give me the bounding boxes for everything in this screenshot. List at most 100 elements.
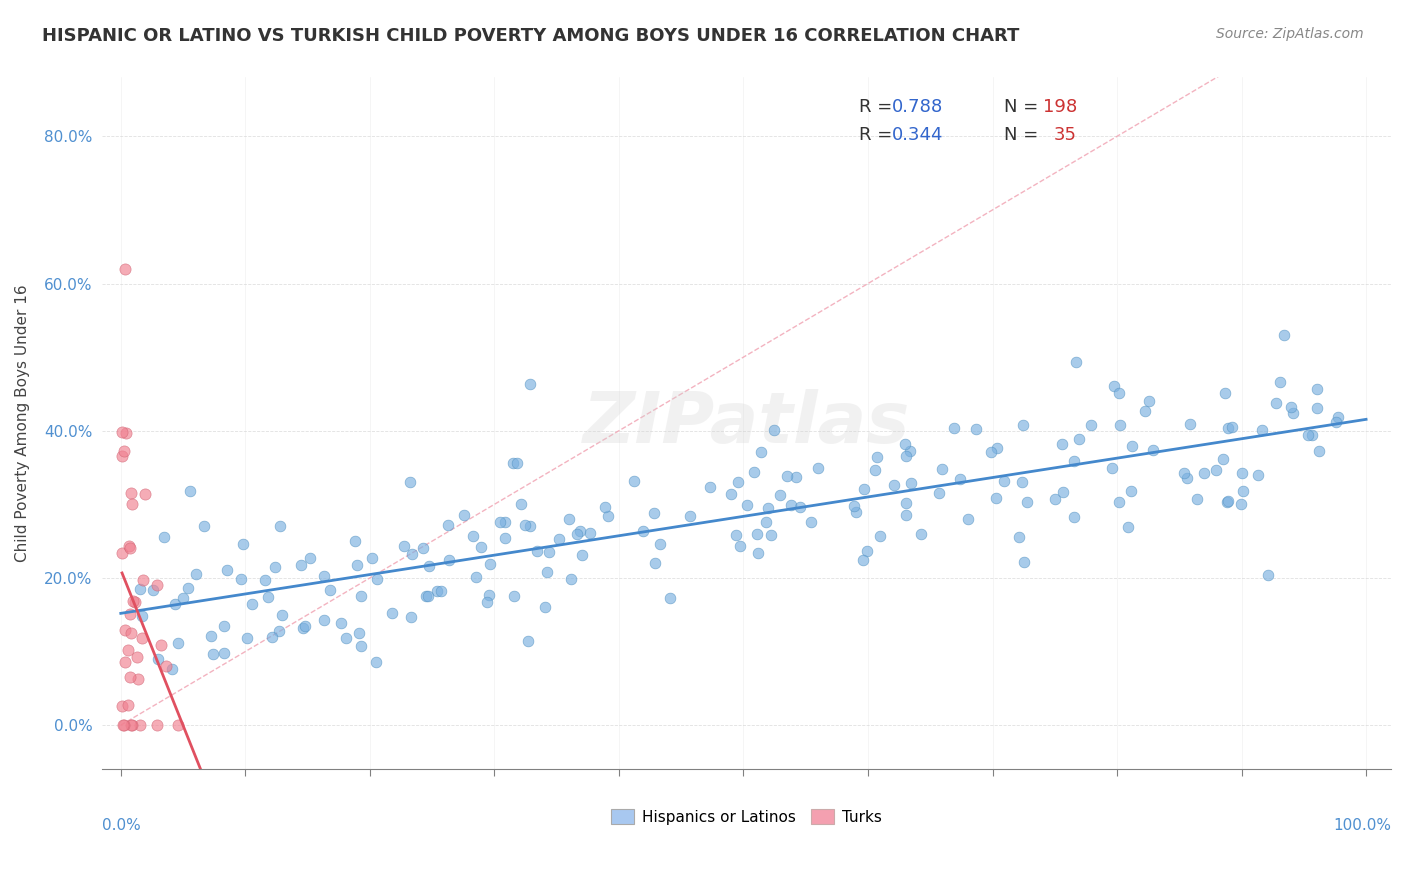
Point bbox=[516, 634, 538, 648]
Point bbox=[896, 496, 918, 510]
Point bbox=[1119, 484, 1142, 499]
Point bbox=[470, 540, 492, 554]
Text: Source: ZipAtlas.com: Source: ZipAtlas.com bbox=[1216, 27, 1364, 41]
Point bbox=[132, 573, 155, 587]
Point bbox=[1108, 418, 1130, 433]
Point bbox=[1218, 421, 1240, 435]
Point bbox=[478, 588, 501, 602]
Point bbox=[269, 624, 291, 638]
Point bbox=[1213, 385, 1236, 400]
Point bbox=[1175, 471, 1198, 485]
Point bbox=[1012, 555, 1035, 569]
Point bbox=[965, 422, 987, 436]
Point bbox=[1008, 530, 1031, 544]
Point bbox=[350, 639, 373, 653]
Point bbox=[755, 515, 778, 529]
Point bbox=[167, 636, 190, 650]
Point bbox=[644, 556, 666, 570]
Point bbox=[166, 718, 188, 732]
Point bbox=[807, 461, 830, 475]
Point bbox=[271, 608, 294, 623]
Point bbox=[536, 566, 558, 580]
Point bbox=[242, 597, 264, 611]
Point bbox=[776, 469, 799, 483]
Point bbox=[177, 581, 200, 595]
Point bbox=[565, 527, 588, 541]
Point bbox=[957, 512, 980, 526]
Point bbox=[623, 474, 645, 488]
Point bbox=[256, 591, 278, 605]
Point bbox=[112, 444, 135, 458]
Point bbox=[120, 670, 142, 684]
Point bbox=[236, 631, 259, 645]
Point bbox=[1080, 417, 1102, 432]
Point bbox=[896, 449, 918, 463]
Point bbox=[519, 377, 541, 392]
Point bbox=[756, 501, 779, 516]
Point bbox=[429, 584, 451, 599]
Point bbox=[312, 613, 335, 627]
Point bbox=[560, 572, 582, 586]
Point bbox=[659, 591, 682, 605]
Point bbox=[1272, 328, 1295, 343]
Point bbox=[538, 545, 561, 559]
Point bbox=[131, 631, 153, 645]
Point bbox=[593, 500, 616, 514]
Point bbox=[120, 718, 142, 732]
Point bbox=[401, 547, 423, 561]
Point bbox=[124, 595, 146, 609]
Point bbox=[155, 658, 177, 673]
Point bbox=[401, 610, 423, 624]
Point bbox=[747, 546, 769, 560]
Point bbox=[800, 515, 823, 529]
Point bbox=[1230, 467, 1253, 481]
Point bbox=[201, 647, 224, 661]
Text: ZIPatlas: ZIPatlas bbox=[583, 389, 910, 458]
Point bbox=[361, 550, 384, 565]
Point bbox=[453, 508, 475, 522]
Point bbox=[118, 541, 141, 556]
Point bbox=[699, 480, 721, 494]
Point bbox=[172, 591, 194, 605]
Text: 0.788: 0.788 bbox=[893, 98, 943, 116]
Point bbox=[121, 594, 143, 608]
Point bbox=[344, 533, 367, 548]
Point bbox=[1230, 497, 1253, 511]
Point bbox=[347, 626, 370, 640]
Point bbox=[856, 544, 879, 558]
Point bbox=[506, 456, 529, 470]
Text: 35: 35 bbox=[1053, 126, 1077, 144]
Point bbox=[579, 526, 602, 541]
Point bbox=[894, 437, 917, 451]
Point bbox=[120, 626, 142, 640]
Point bbox=[117, 698, 139, 712]
Point bbox=[1282, 406, 1305, 420]
Point bbox=[127, 649, 149, 664]
Point bbox=[319, 583, 342, 598]
Point bbox=[1308, 444, 1330, 458]
Point bbox=[478, 558, 501, 572]
Text: N =: N = bbox=[1004, 98, 1045, 116]
Point bbox=[1265, 396, 1288, 410]
Point bbox=[232, 537, 254, 551]
Point bbox=[1250, 423, 1272, 437]
Point bbox=[910, 527, 932, 541]
Point bbox=[129, 718, 152, 732]
Point bbox=[398, 475, 420, 489]
Point bbox=[724, 528, 747, 542]
Point bbox=[949, 472, 972, 486]
Point bbox=[121, 497, 143, 511]
Point bbox=[1064, 355, 1087, 369]
Point bbox=[294, 618, 316, 632]
Point bbox=[1063, 510, 1085, 524]
Point bbox=[153, 530, 176, 544]
Point bbox=[513, 518, 536, 533]
Point bbox=[437, 553, 460, 567]
Point bbox=[418, 589, 440, 603]
Point bbox=[1268, 376, 1291, 390]
Point bbox=[894, 508, 917, 522]
Point bbox=[1050, 437, 1073, 451]
Point bbox=[475, 595, 498, 609]
Point bbox=[366, 572, 388, 586]
Point bbox=[115, 426, 138, 441]
